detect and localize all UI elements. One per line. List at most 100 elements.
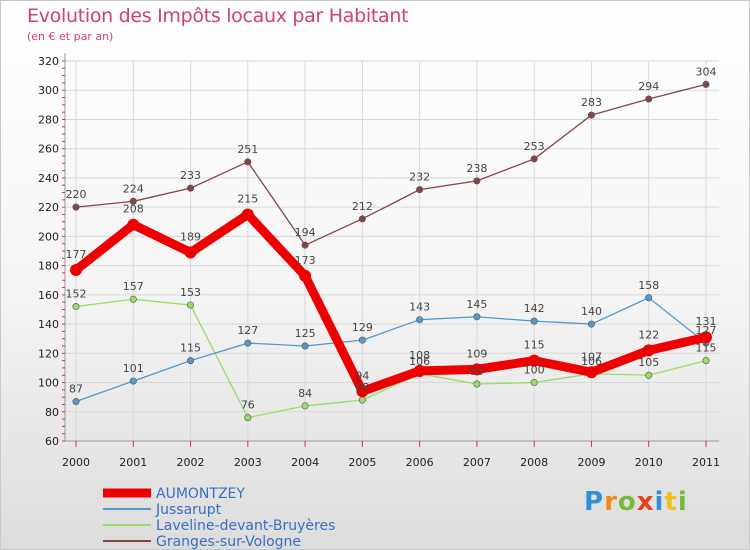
- data-label: 142: [524, 302, 545, 315]
- data-point: [244, 158, 252, 166]
- data-label: 105: [638, 356, 659, 369]
- series-line-aumontzey: [71, 209, 711, 396]
- data-label: 115: [180, 342, 201, 355]
- data-label: 158: [638, 279, 659, 292]
- data-point: [645, 95, 653, 103]
- data-point: [72, 203, 80, 211]
- data-label: 106: [581, 355, 602, 368]
- data-point: [187, 357, 195, 365]
- data-point: [528, 354, 541, 367]
- series-line-jussarupt: [75, 297, 707, 403]
- x-tick-label: 2000: [62, 456, 90, 469]
- data-point: [645, 294, 653, 302]
- y-tick-label: 240: [38, 172, 59, 185]
- series-points: [70, 80, 712, 422]
- axes: 60 80 100 120 140 160 180 200 220 240 260 280 300 320…: [38, 53, 720, 469]
- data-point: [473, 177, 481, 185]
- data-label: 173: [295, 254, 316, 267]
- data-point: [530, 317, 538, 325]
- data-label: 177: [66, 248, 87, 261]
- data-point: [642, 344, 655, 357]
- data-point: [413, 364, 426, 377]
- data-label: 304: [696, 65, 717, 78]
- x-tick-label: 2009: [577, 456, 605, 469]
- chart-subtitle: (en € et par an): [27, 30, 114, 43]
- legend-label: AUMONTZEY: [156, 486, 245, 502]
- data-point: [358, 396, 366, 404]
- legend-label: Granges-sur-Vologne: [156, 534, 301, 549]
- y-tick-label: 300: [38, 84, 59, 97]
- series-line-granges-sur-vologne: [75, 83, 707, 246]
- data-label: 122: [638, 328, 659, 341]
- data-labels: 220 224 233 251 194 212 232 238 253 283 294 304 152 1…: [66, 65, 717, 411]
- data-label: 189: [180, 230, 201, 243]
- chart-title: Evolution des Impôts locaux par Habitant: [27, 5, 409, 27]
- data-label: 143: [409, 301, 430, 314]
- data-label: 88: [355, 381, 369, 394]
- x-tick-label: 2007: [463, 456, 491, 469]
- data-point: [645, 371, 653, 379]
- y-tick-label: 80: [45, 406, 59, 419]
- data-point: [184, 246, 197, 259]
- data-label: 220: [66, 188, 87, 201]
- data-point: [358, 215, 366, 223]
- data-point: [585, 366, 598, 379]
- data-point: [416, 316, 424, 324]
- data-point: [187, 301, 195, 309]
- data-label: 109: [466, 347, 487, 360]
- y-tick-label: 120: [38, 347, 59, 360]
- data-label: 283: [581, 96, 602, 109]
- data-label: 208: [123, 203, 144, 216]
- data-label: 125: [295, 327, 316, 340]
- y-tick-label: 180: [38, 260, 59, 273]
- data-label: 108: [409, 349, 430, 362]
- data-point: [129, 377, 137, 385]
- data-point: [356, 385, 369, 398]
- series-line-laveline-devant-bruy-res: [75, 298, 707, 419]
- data-point: [358, 336, 366, 344]
- data-point: [702, 80, 710, 88]
- data-label: 215: [237, 192, 258, 205]
- data-label: 212: [352, 200, 373, 213]
- data-label: 157: [123, 280, 144, 293]
- data-point: [244, 414, 252, 422]
- data-label: 131: [696, 315, 717, 328]
- x-tick-label: 2002: [177, 456, 205, 469]
- data-point: [301, 402, 309, 410]
- data-label: 100: [524, 364, 545, 377]
- data-label: 294: [638, 80, 659, 93]
- data-point: [301, 241, 309, 249]
- series-lines: [71, 83, 711, 419]
- data-point: [187, 184, 195, 192]
- data-point: [530, 379, 538, 387]
- data-label: 140: [581, 305, 602, 318]
- data-point: [301, 342, 309, 350]
- y-tick-label: 100: [38, 377, 59, 390]
- data-label: 94: [355, 369, 369, 382]
- data-label: 153: [180, 286, 201, 299]
- data-point: [244, 339, 252, 347]
- data-label: 224: [123, 182, 144, 195]
- data-label: 76: [241, 399, 255, 412]
- x-tick-label: 2006: [406, 456, 434, 469]
- y-tick-label: 140: [38, 318, 59, 331]
- data-label: 194: [295, 226, 316, 239]
- data-label: 115: [524, 339, 545, 352]
- data-label: 84: [298, 387, 312, 400]
- data-label: 238: [466, 162, 487, 175]
- legend-label: Laveline-devant-Bruyères: [156, 518, 335, 534]
- data-label: 107: [581, 350, 602, 363]
- data-label: 145: [466, 298, 487, 311]
- data-label: 87: [69, 383, 83, 396]
- y-tick-label: 60: [45, 435, 59, 448]
- x-tick-label: 2011: [692, 456, 720, 469]
- legend-label: Jussarupt: [155, 502, 222, 518]
- data-label: 99: [470, 365, 484, 378]
- data-label: 152: [66, 288, 87, 301]
- x-tick-label: 2004: [291, 456, 319, 469]
- y-tick-label: 160: [38, 289, 59, 302]
- data-label: 127: [237, 324, 258, 337]
- data-label: 253: [524, 140, 545, 153]
- data-label: 115: [696, 342, 717, 355]
